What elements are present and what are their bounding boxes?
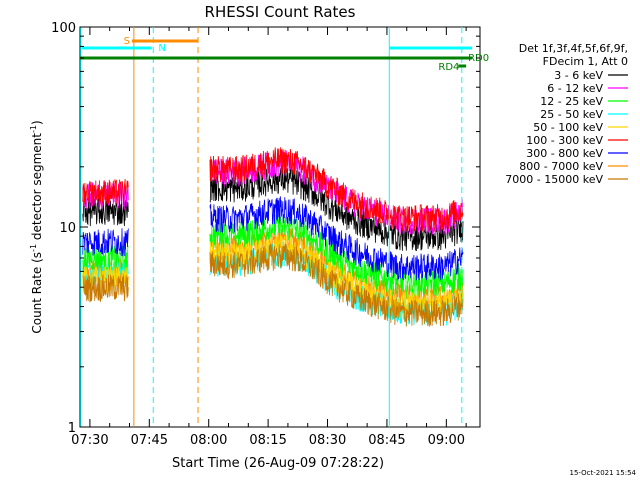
axis-layer: 07:30 07:45 08:00 08:15 08:30 08:45 09:00 1 10 10… <box>51 21 480 448</box>
flag-label-0: S <box>124 36 130 47</box>
legend-label-2: 12 - 25 keV <box>540 95 603 108</box>
legend-header-line1: Det 1f,3f,4f,5f,6f,9f, <box>519 42 628 55</box>
series-6 <box>82 196 464 281</box>
legend-label-3: 25 - 50 keV <box>540 108 603 121</box>
data-layer <box>82 147 464 327</box>
x-tick-label-1: 07:45 <box>131 433 168 448</box>
legend-label-0: 3 - 6 keV <box>554 69 603 82</box>
legend-label-6: 300 - 800 keV <box>526 147 603 160</box>
series-line-6-0 <box>82 228 129 257</box>
series-line-0-0 <box>82 198 129 227</box>
y-axis-label-part2: detector segment <box>30 133 44 244</box>
series-0 <box>82 167 464 252</box>
y-axis-label: Count Rate (s-1 detector segment-1) <box>29 120 44 333</box>
series-line-2-1 <box>209 213 464 299</box>
flag-label-2: RD0 <box>468 53 489 64</box>
svg-text:Count Rate (s-1 detector segme: Count Rate (s-1 detector segment-1) <box>29 120 44 333</box>
x-tick-label-4: 08:30 <box>309 433 346 448</box>
y-axis-label-part1: Count Rate (s <box>30 252 44 334</box>
x-tick-label-0: 07:30 <box>71 433 108 448</box>
y-axis-label-part3: ) <box>30 120 44 125</box>
series-5 <box>82 147 464 232</box>
footer-date: 15-Oct-2021 15:54 <box>570 469 637 477</box>
series-line-5-1 <box>209 147 464 232</box>
series-line-5-0 <box>82 178 129 207</box>
y-axis-label-sup2: -1 <box>29 125 38 133</box>
series-line-6-1 <box>209 196 464 281</box>
y-tick-label-1: 10 <box>59 221 76 236</box>
series-8 <box>82 243 464 327</box>
series-line-8-1 <box>209 243 464 327</box>
y-axis-label-sup1: -1 <box>29 244 38 252</box>
x-tick-label-2: 08:00 <box>190 433 227 448</box>
legend-label-8: 7000 - 15000 keV <box>505 173 603 186</box>
x-tick-label-3: 08:15 <box>249 433 286 448</box>
x-tick-label-6: 09:00 <box>428 433 465 448</box>
legend-label-1: 6 - 12 keV <box>547 82 603 95</box>
x-tick-label-5: 08:45 <box>368 433 405 448</box>
series-line-0-1 <box>209 167 464 252</box>
flag-label-1: N <box>158 43 165 54</box>
legend-label-7: 800 - 7000 keV <box>519 160 603 173</box>
y-tick-label-0: 1 <box>68 421 76 436</box>
chart-title: RHESSI Count Rates <box>205 3 356 21</box>
legend-label-5: 100 - 300 keV <box>526 134 603 147</box>
series-line-8-0 <box>82 274 129 303</box>
y-tick-label-2: 100 <box>51 21 76 36</box>
legend-label-4: 50 - 100 keV <box>533 121 603 134</box>
overlay-layer: S N RD0 RD4 <box>80 27 489 427</box>
x-axis-label: Start Time (26-Aug-09 07:28:22) <box>172 456 384 471</box>
legend-header-line2: FDecim 1, Att 0 <box>543 55 628 68</box>
flag-label-3: RD4 <box>438 62 459 73</box>
